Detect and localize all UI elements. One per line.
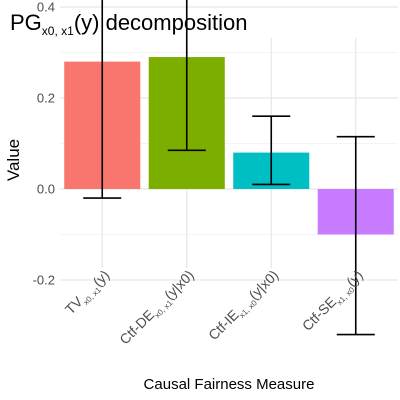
y-axis-title: Value	[4, 139, 23, 181]
x-category-label: TVx0, x1(y)	[62, 267, 115, 320]
y-tick-labels: -0.20.00.20.40.6	[33, 0, 55, 288]
y-tick-label: 0.2	[37, 91, 55, 106]
error-bar	[83, 0, 122, 199]
x-category-label: Ctf-DEx0, x1(y|x0)	[116, 267, 199, 350]
y-tick-label: 0.0	[37, 182, 55, 197]
error-bar	[252, 115, 291, 186]
x-category-label: Ctf-SEx1, x0(y)	[299, 267, 368, 336]
error-bar	[167, 0, 206, 152]
x-category-labels: TVx0, x1(y)Ctf-DEx0, x1(y|x0)Ctf-IEx1, x…	[62, 267, 368, 350]
x-category-label: Ctf-IEx1, x0(y|x0)	[205, 267, 283, 345]
bars	[64, 57, 394, 235]
y-tick-label: 0.4	[37, 0, 55, 15]
x-axis-title: Causal Fairness Measure	[144, 376, 315, 393]
error-bar	[336, 135, 375, 336]
error-bars	[83, 0, 375, 336]
y-tick-label: -0.2	[33, 273, 55, 288]
